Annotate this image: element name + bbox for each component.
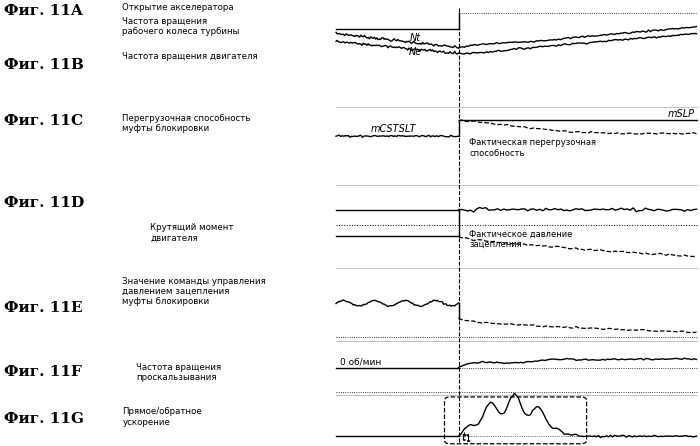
Text: Nt: Nt (410, 33, 421, 43)
Text: Крутящий момент
двигателя: Крутящий момент двигателя (150, 223, 234, 243)
Text: Фактическое давление
зацепления: Фактическое давление зацепления (469, 230, 573, 249)
Text: $t_1$: $t_1$ (461, 430, 471, 444)
Text: Фиг. 11G: Фиг. 11G (4, 412, 83, 426)
Text: $t_1$: $t_1$ (461, 431, 471, 445)
Text: Фактическая перегрузочная
способность: Фактическая перегрузочная способность (469, 138, 596, 157)
Text: mSLP: mSLP (668, 109, 695, 119)
Text: Фиг. 11A: Фиг. 11A (4, 4, 83, 18)
Text: Частота вращения двигателя: Частота вращения двигателя (122, 52, 258, 61)
Text: 0 об/мин: 0 об/мин (340, 358, 381, 367)
Text: Фиг. 11F: Фиг. 11F (4, 365, 81, 380)
Text: Фиг. 11D: Фиг. 11D (4, 196, 84, 210)
Text: Ne: Ne (409, 47, 422, 57)
Text: Прямое/обратное
ускорение: Прямое/обратное ускорение (122, 407, 202, 427)
Text: Открытие акселератора: Открытие акселератора (122, 3, 234, 12)
Text: Частота вращения
рабочего колеса турбины: Частота вращения рабочего колеса турбины (122, 17, 240, 36)
Text: Фиг. 11E: Фиг. 11E (4, 301, 82, 315)
Text: Фиг. 11B: Фиг. 11B (4, 58, 83, 72)
Text: mCSTSLT: mCSTSLT (370, 124, 416, 134)
Text: Фиг. 11C: Фиг. 11C (4, 114, 83, 128)
Text: Частота вращения
проскальзывания: Частота вращения проскальзывания (136, 363, 222, 382)
Text: Перегрузочная способность
муфты блокировки: Перегрузочная способность муфты блокиров… (122, 114, 251, 133)
Text: Значение команды управления
давлением зацепления
муфты блокировки: Значение команды управления давлением за… (122, 277, 266, 306)
